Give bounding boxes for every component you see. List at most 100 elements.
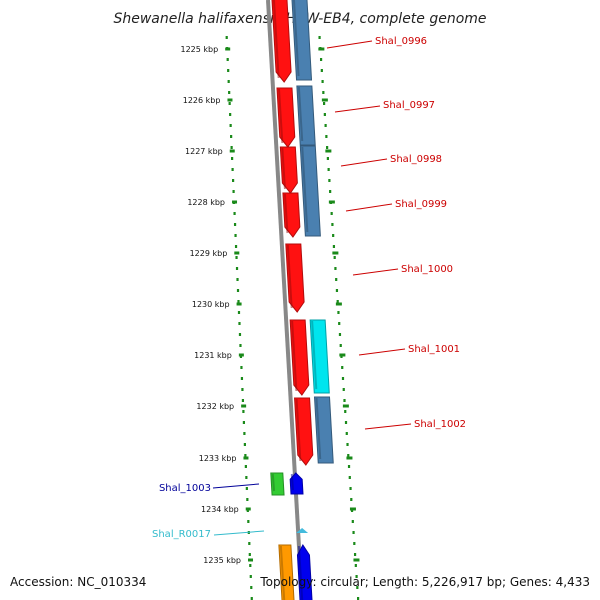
tick-label: 1225 kbp	[180, 45, 218, 54]
gc-dot	[356, 597, 360, 600]
svg-text:Shal_0996: Shal_0996	[375, 36, 427, 47]
tick-label: 1229 kbp	[190, 249, 228, 258]
gene-label-shal-1000[interactable]: Shal_1000	[352, 264, 453, 276]
ruler-tick	[227, 98, 233, 102]
gene-feature-orange[interactable]	[278, 544, 295, 600]
gc-dot	[233, 212, 236, 215]
gc-dot	[326, 146, 329, 149]
gc-dot	[240, 377, 244, 380]
ruler-tick	[236, 302, 242, 306]
tick-label: 1230 kbp	[192, 300, 230, 309]
gc-dot	[344, 421, 348, 424]
gene-label-shal-0998[interactable]: Shal_0998	[340, 154, 442, 167]
gc-dot	[348, 476, 351, 479]
ruler-tick	[335, 302, 342, 306]
gc-dot	[230, 146, 233, 149]
gene-label-shal-1003[interactable]: Shal_1003	[159, 483, 260, 494]
gc-dot	[334, 267, 337, 270]
svg-text:Shal_1000: Shal_1000	[401, 264, 453, 275]
ruler-tick	[332, 251, 339, 255]
gc-dot	[237, 311, 241, 314]
gene-label-shal-r0017[interactable]: Shal_R0017	[152, 529, 265, 540]
gc-dot	[351, 520, 354, 523]
tick-label: 1228 kbp	[187, 198, 225, 207]
gene-feature-red[interactable]	[285, 243, 305, 313]
trna-marker[interactable]	[296, 528, 309, 533]
svg-text:Shal_1002: Shal_1002	[414, 419, 466, 430]
gc-dot	[241, 388, 244, 391]
gene-feature-blue[interactable]	[296, 85, 316, 146]
gene-feature-deep-blue[interactable]	[289, 472, 304, 495]
gene-feature-cyan[interactable]	[309, 319, 330, 394]
ruler-tick	[318, 47, 325, 51]
ruler-tick	[243, 456, 249, 460]
gc-dot	[240, 366, 243, 369]
gc-dot	[321, 80, 324, 83]
gc-dot	[345, 432, 348, 435]
gene-feature-blue[interactable]	[313, 396, 334, 464]
gene-feature-red[interactable]	[282, 192, 301, 238]
gc-dot	[347, 454, 350, 457]
gc-dot	[229, 124, 232, 127]
gc-dots-track	[225, 36, 360, 600]
gc-dot	[228, 91, 231, 94]
gc-dot	[336, 300, 339, 303]
gene-feature-blue[interactable]	[291, 0, 313, 81]
gc-dot	[344, 410, 347, 413]
gene-label-shal-0999[interactable]: Shal_0999	[345, 199, 447, 212]
gene-features[interactable]	[270, 0, 334, 600]
gene-feature-red[interactable]	[279, 146, 298, 194]
gc-dot	[335, 278, 338, 281]
gc-dot	[322, 91, 325, 94]
gene-feature-red[interactable]	[289, 319, 310, 396]
tick-label: 1231 kbp	[194, 351, 232, 360]
gc-dot	[242, 421, 246, 424]
tick-label: 1233 kbp	[199, 454, 237, 463]
ruler-tick	[245, 507, 251, 511]
gene-label-shal-0996[interactable]: Shal_0996	[326, 36, 427, 49]
gc-dot	[249, 575, 252, 578]
gc-dot	[320, 69, 323, 72]
gc-dot	[225, 36, 228, 39]
gc-dot	[331, 223, 334, 226]
gc-dot	[347, 465, 351, 468]
gc-dot	[338, 322, 341, 325]
gc-dot	[346, 443, 349, 446]
gc-dot	[227, 80, 230, 83]
gene-feature-red[interactable]	[271, 0, 292, 83]
gc-dot	[231, 168, 234, 171]
gene-label-shal-1002[interactable]: Shal_1002	[364, 419, 466, 430]
ruler-tick	[241, 404, 247, 408]
tick-label: 1232 kbp	[196, 402, 234, 411]
gc-dot	[350, 498, 353, 501]
gc-dot	[250, 597, 253, 600]
gene-feature-green[interactable]	[270, 472, 285, 496]
gc-dot	[333, 256, 336, 259]
gene-feature-deep-blue[interactable]	[296, 544, 313, 600]
gene-feature-red[interactable]	[276, 87, 296, 148]
gc-dot	[236, 289, 240, 292]
gene-label-shal-1001[interactable]: Shal_1001	[358, 344, 460, 356]
gc-dot	[249, 564, 252, 567]
gc-dot	[228, 102, 231, 105]
gene-label-shal-0997[interactable]: Shal_0997	[334, 100, 435, 113]
gc-dot	[248, 553, 251, 556]
gc-dot	[235, 267, 239, 270]
ruler-tick	[248, 558, 254, 562]
gc-dot	[246, 498, 249, 501]
ruler-tick	[232, 200, 238, 204]
ruler-tick	[234, 251, 240, 255]
gc-dot	[355, 575, 358, 578]
gc-dot	[332, 245, 336, 248]
gc-dot	[353, 542, 356, 545]
svg-text:Shal_1003: Shal_1003	[159, 483, 211, 494]
ruler-tick	[229, 149, 235, 153]
gc-dot	[343, 399, 346, 402]
gene-feature-red[interactable]	[294, 397, 314, 466]
gc-dot	[339, 344, 342, 347]
gene-feature-blue[interactable]	[299, 145, 321, 237]
gene-labels[interactable]: Shal_0996 Shal_0997 Shal_0998 Shal_0999 Shal…	[152, 36, 466, 540]
ruler-tick	[346, 456, 353, 460]
